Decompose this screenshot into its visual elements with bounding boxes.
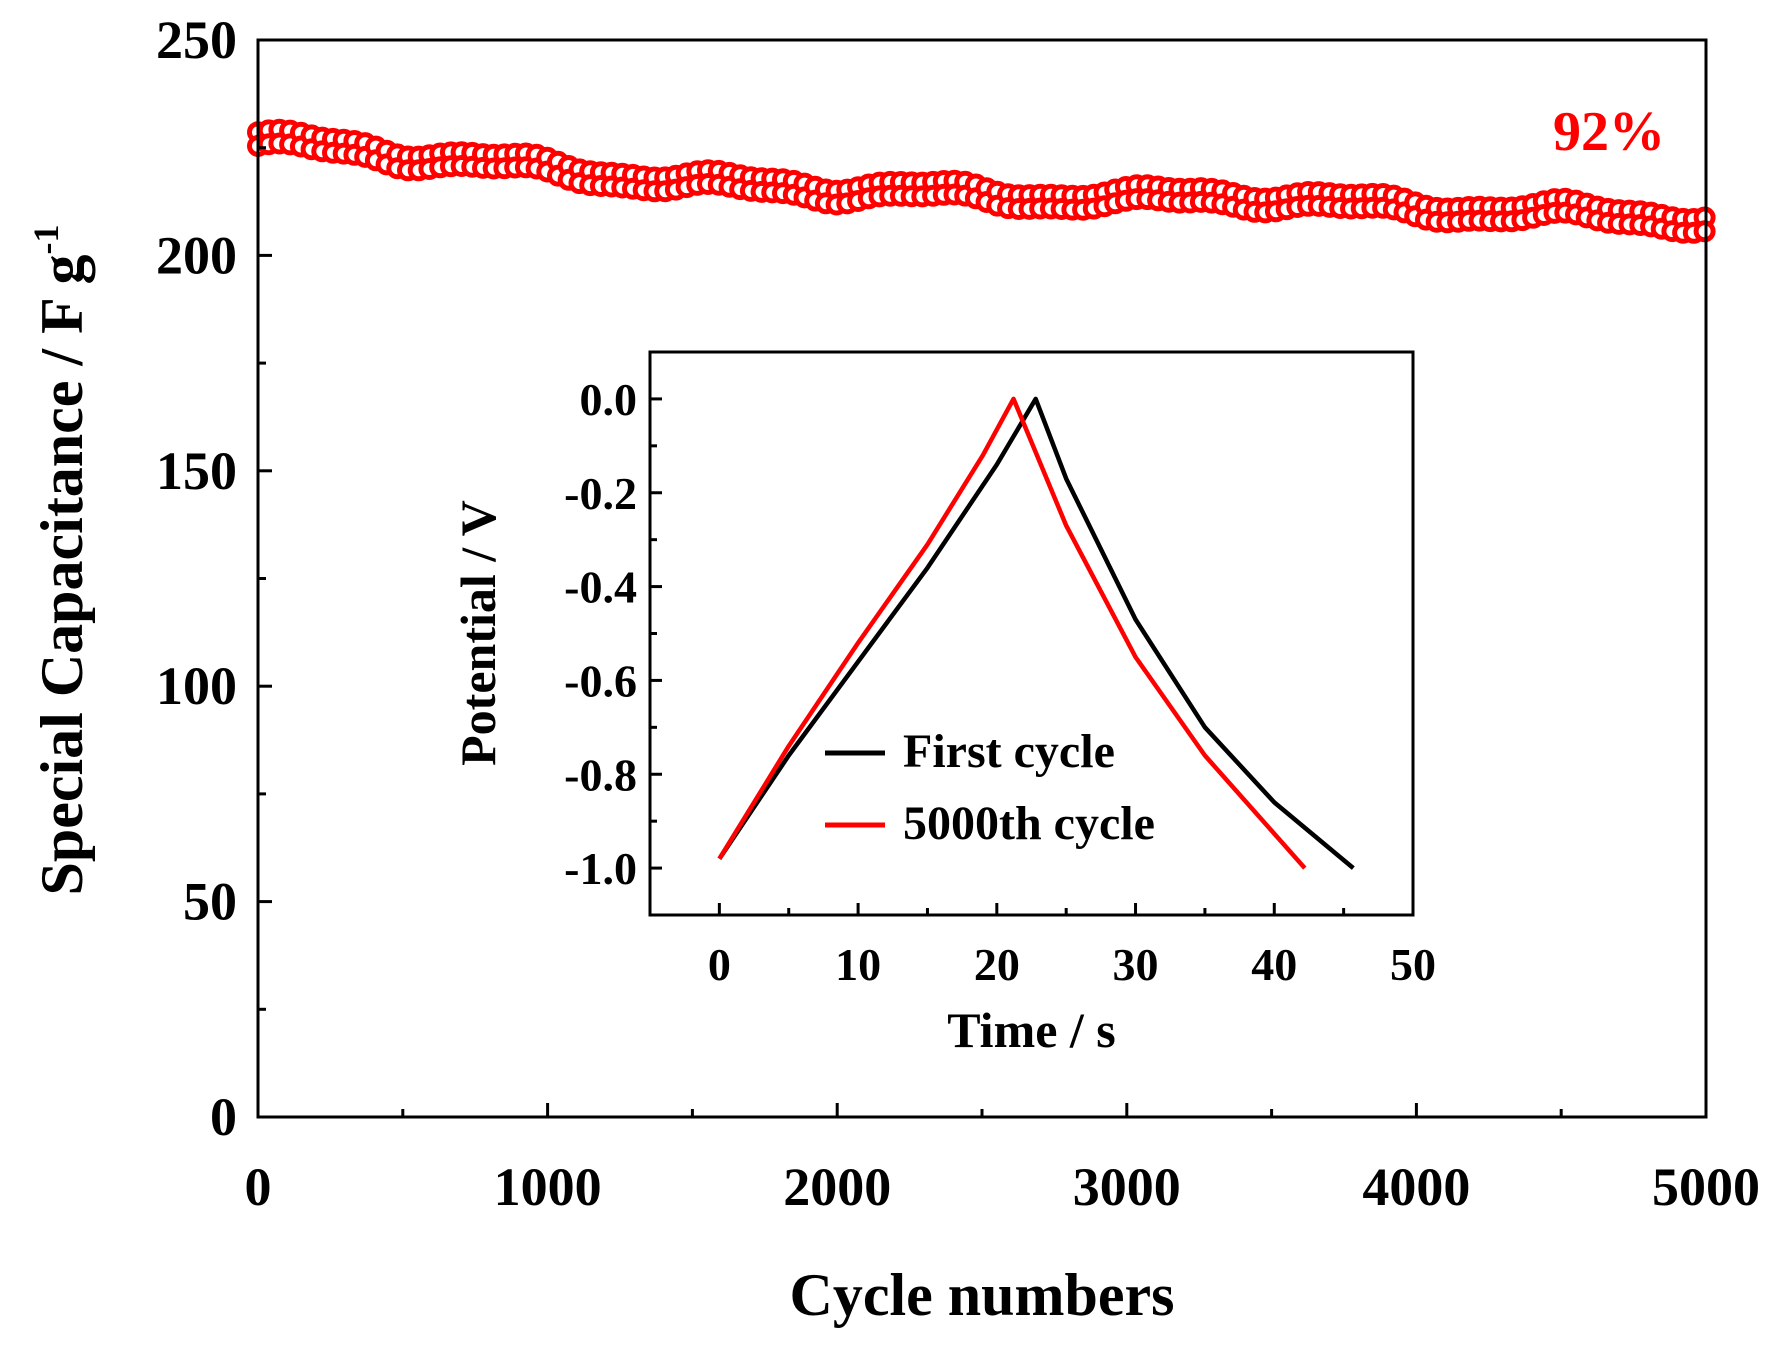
inset-y-tick-label-5: -1.0 (564, 843, 637, 894)
inset-y-tick-label-4: -0.8 (564, 749, 637, 800)
inset-y-tick-label-2: -0.4 (564, 562, 637, 613)
inset-x-tick-label-50: 50 (1390, 939, 1436, 990)
inset-y-axis-label: Potential / V (450, 500, 506, 766)
inset-x-tick-label-40: 40 (1251, 939, 1297, 990)
inset-x-tick-label-20: 20 (974, 939, 1020, 990)
inset-x-tick-label-0: 0 (708, 939, 731, 990)
inset-series-line-1 (717, 396, 1307, 870)
inset-x-tick-label-30: 30 (1113, 939, 1159, 990)
y-tick-label-150: 150 (156, 441, 237, 501)
retention-annotation: 92% (1553, 101, 1665, 163)
x-tick-label-0: 0 (245, 1157, 272, 1217)
y-tick-label-50: 50 (183, 872, 237, 932)
inset-x-axis-label: Time / s (947, 1002, 1116, 1058)
x-axis-label: Cycle numbers (790, 1262, 1175, 1328)
inset-y-tick-label-0: 0.0 (580, 374, 638, 425)
y-tick-label-0: 0 (210, 1087, 237, 1147)
y-tick-label-100: 100 (156, 656, 237, 716)
inset-y-tick-label-3: -0.6 (564, 655, 637, 706)
y-axis-label-main: Special Capacitance / F g (29, 254, 95, 895)
inset-x-tick-label-10: 10 (835, 939, 881, 990)
legend-label-0: First cycle (903, 725, 1115, 778)
inset-series-line-0 (717, 396, 1355, 870)
x-tick-label-3000: 3000 (1073, 1157, 1181, 1217)
x-tick-label-1000: 1000 (494, 1157, 602, 1217)
legend-label-1: 5000th cycle (903, 797, 1155, 850)
x-tick-label-4000: 4000 (1362, 1157, 1470, 1217)
y-axis-label-superscript: -1 (26, 224, 66, 254)
y-tick-label-250: 250 (156, 10, 237, 70)
x-tick-label-5000: 5000 (1652, 1157, 1760, 1217)
x-tick-label-2000: 2000 (783, 1157, 891, 1217)
y-axis-label: Special Capacitance / F g-1 (26, 224, 95, 895)
y-tick-label-200: 200 (156, 225, 237, 285)
inset-y-tick-label-1: -0.2 (564, 468, 637, 519)
